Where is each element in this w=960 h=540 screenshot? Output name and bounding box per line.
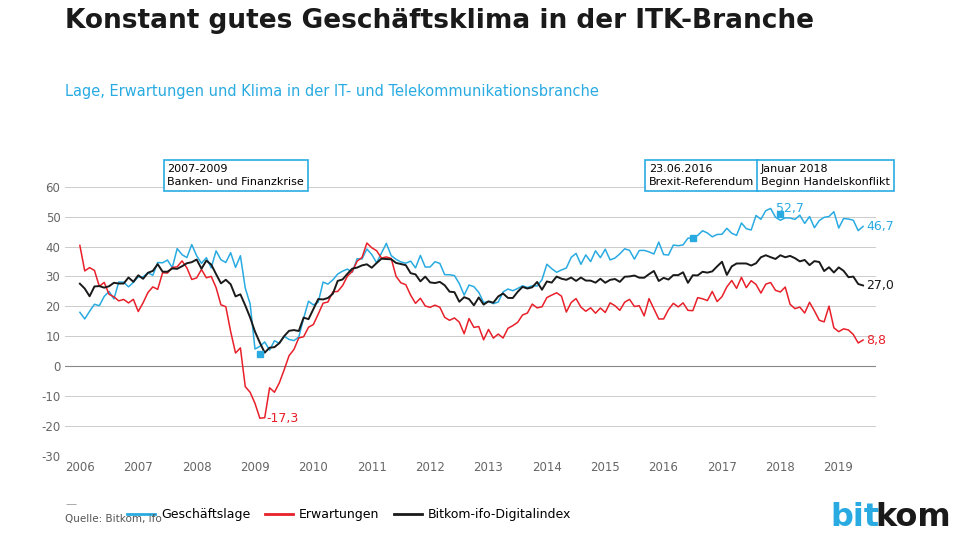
Text: 52,7: 52,7 — [776, 202, 804, 215]
Text: 8,8: 8,8 — [867, 334, 886, 347]
Legend: Geschäftslage, Erwartungen, Bitkom-ifo-Digitalindex: Geschäftslage, Erwartungen, Bitkom-ifo-D… — [122, 503, 576, 526]
Text: -17,3: -17,3 — [267, 411, 299, 425]
Text: Lage, Erwartungen und Klima in der IT- und Telekommunikationsbranche: Lage, Erwartungen und Klima in der IT- u… — [65, 84, 599, 99]
Text: Januar 2018
Beginn Handelskonflikt: Januar 2018 Beginn Handelskonflikt — [761, 164, 890, 187]
Text: Konstant gutes Geschäftsklima in der ITK-Branche: Konstant gutes Geschäftsklima in der ITK… — [65, 8, 814, 34]
Text: kom: kom — [876, 502, 951, 533]
Text: —: — — [65, 500, 77, 510]
Text: 23.06.2016
Brexit-Referendum: 23.06.2016 Brexit-Referendum — [649, 164, 755, 187]
Text: Quelle: Bitkom, ifo: Quelle: Bitkom, ifo — [65, 514, 162, 524]
Text: bit: bit — [830, 502, 879, 533]
Text: 46,7: 46,7 — [867, 220, 895, 233]
Text: 27,0: 27,0 — [867, 279, 895, 292]
Text: 2007-2009
Banken- und Finanzkrise: 2007-2009 Banken- und Finanzkrise — [167, 164, 304, 187]
